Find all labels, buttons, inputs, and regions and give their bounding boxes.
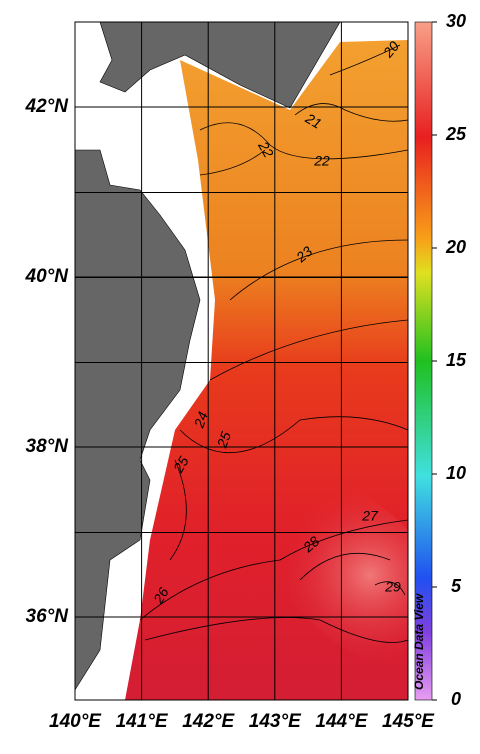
y-tick-label: 38°N <box>26 436 70 457</box>
colorbar-tick-label: 25 <box>445 124 467 144</box>
contour-label: 29 <box>384 579 401 595</box>
contour-label: 26 <box>150 584 172 607</box>
colorbar-tick-label: 0 <box>451 689 461 709</box>
colorbar-tick-label: 15 <box>446 350 467 370</box>
contours <box>139 44 409 643</box>
contour-label: 21 <box>302 110 324 132</box>
x-tick-label: 140°E <box>49 711 102 732</box>
y-tick-label: 42°N <box>25 96 70 117</box>
contour-label: 22 <box>313 153 330 169</box>
contour-label: 24 <box>190 409 211 430</box>
colorbar-tick-label: 10 <box>446 463 466 483</box>
colorbar-tick-label: 30 <box>446 11 466 31</box>
frame <box>74 21 409 701</box>
colorbar-tick-label: 5 <box>451 576 462 596</box>
land <box>99 21 341 109</box>
watermark: Ocean Data View <box>412 593 426 690</box>
x-tick-label: 142°E <box>182 711 235 732</box>
contour-label: 25 <box>213 429 234 450</box>
x-tick-label: 143°E <box>249 711 302 732</box>
warm-core <box>280 460 408 680</box>
x-tick-label: 141°E <box>116 711 169 732</box>
colorbar-tick-label: 20 <box>445 237 466 257</box>
y-tick-label: 36°N <box>26 606 70 627</box>
x-tick-label: 145°E <box>382 711 435 732</box>
contour-label: 25 <box>170 453 192 476</box>
x-tick-label: 144°E <box>315 711 368 732</box>
land <box>74 149 201 692</box>
contour-label: 22 <box>255 138 277 161</box>
y-tick-label: 40°N <box>25 266 70 287</box>
contour-label: 27 <box>361 508 379 524</box>
